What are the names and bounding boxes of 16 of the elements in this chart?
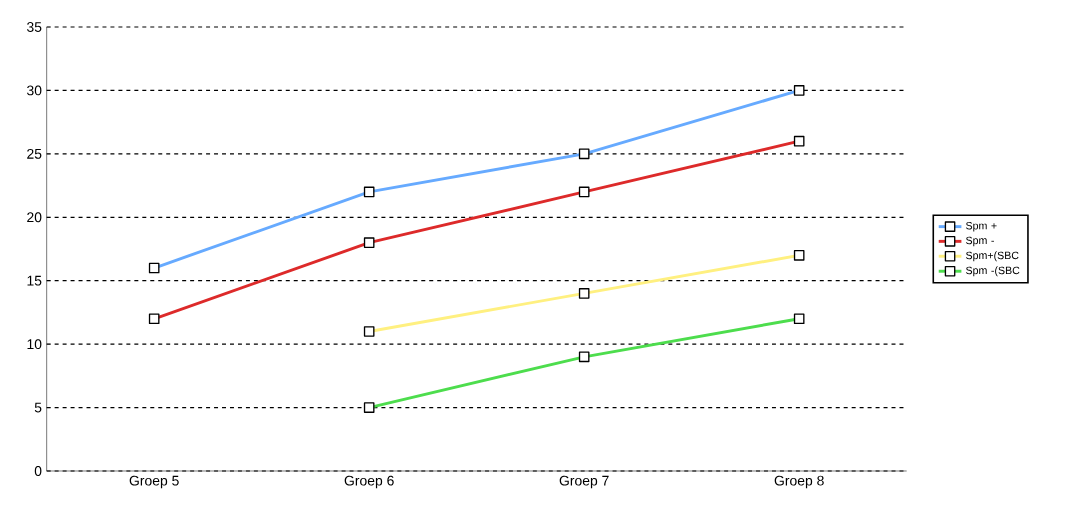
y-tick-label: 20: [27, 212, 42, 223]
x-tick-label: Groep 6: [344, 475, 394, 489]
y-tick-label: 30: [26, 85, 42, 96]
y-tick-label: 10: [27, 339, 42, 350]
legend-label: Spm -(SBC: [966, 266, 1020, 277]
y-tick-label: 0: [34, 466, 42, 476]
legend-label: Spm +: [966, 221, 997, 232]
x-tick-label: Groep 7: [559, 475, 609, 489]
y-tick-label: 5: [34, 402, 42, 413]
x-tick-label: Groep 5: [129, 475, 179, 489]
y-tick-label: 35: [26, 22, 42, 32]
y-tick-label: 15: [27, 275, 42, 286]
y-tick-label: 25: [27, 148, 42, 159]
legend-label: Spm+(SBC: [966, 251, 1019, 262]
legend-label: Spm -: [966, 236, 994, 247]
x-tick-label: Groep 8: [774, 475, 824, 489]
